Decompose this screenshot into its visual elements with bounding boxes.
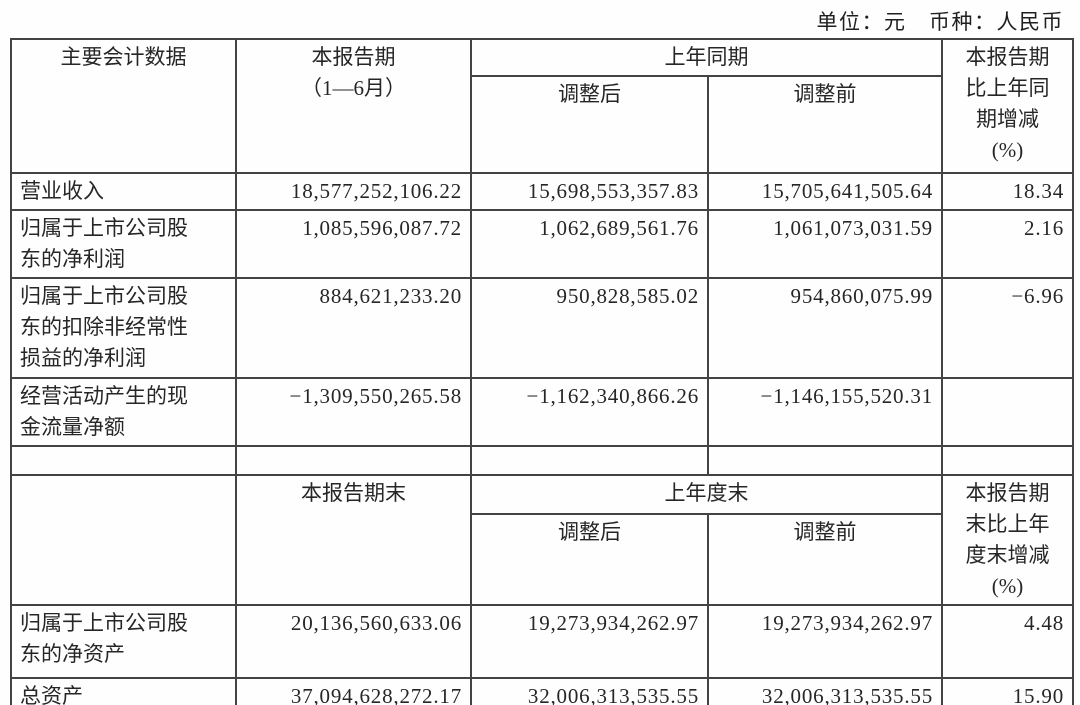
- value-change-percent: 4.48: [941, 604, 1074, 679]
- row-label: 总资产: [10, 677, 237, 705]
- row-label: 经营活动产生的现 金流量净额: [10, 377, 237, 447]
- header-current-period: 本报告期 （1—6月）: [235, 38, 472, 174]
- table-row: 归属于上市公司股 东的净资产 20,136,560,633.06 19,273,…: [10, 604, 1074, 679]
- value-adjusted-after: 950,828,585.02: [470, 277, 709, 379]
- table-row: 营业收入 18,577,252,106.22 15,698,553,357.83…: [10, 172, 1074, 211]
- value-adjusted-before: 954,860,075.99: [707, 277, 943, 379]
- row-label: 营业收入: [10, 172, 237, 211]
- header-adjusted-before: 调整前: [707, 513, 943, 606]
- table-row: 归属于上市公司股 东的扣除非经常性 损益的净利润 884,621,233.20 …: [10, 277, 1074, 379]
- value-current-period: −1,309,550,265.58: [235, 377, 472, 447]
- header-end-of-prior-year: 上年度末: [470, 473, 943, 516]
- header-adjusted-after: 调整后: [470, 513, 709, 606]
- value-current-period: 884,621,233.20: [235, 277, 472, 379]
- value-current-period: 1,085,596,087.72: [235, 209, 472, 279]
- empty-cell: [941, 445, 1074, 476]
- value-current-period-end: 20,136,560,633.06: [235, 604, 472, 679]
- value-change-percent: 15.90: [941, 677, 1074, 705]
- header-blank: [10, 474, 237, 606]
- value-adjusted-after: 1,062,689,561.76: [470, 209, 709, 279]
- header-main-accounting-data: 主要会计数据: [10, 38, 237, 174]
- value-current-period: 18,577,252,106.22: [235, 172, 472, 211]
- empty-cell: [707, 445, 943, 476]
- value-adjusted-after: −1,162,340,866.26: [470, 377, 709, 447]
- header-adjusted-before: 调整前: [707, 75, 943, 174]
- header-prior-year-same-period: 上年同期: [470, 38, 943, 77]
- table-row: 经营活动产生的现 金流量净额 −1,309,550,265.58 −1,162,…: [10, 377, 1074, 447]
- row-label: 归属于上市公司股 东的净利润: [10, 209, 237, 279]
- empty-cell: [10, 445, 237, 476]
- value-adjusted-before: −1,146,155,520.31: [707, 377, 943, 447]
- empty-row: [10, 445, 1074, 476]
- value-adjusted-before: 19,273,934,262.97: [707, 604, 943, 679]
- value-adjusted-after: 32,006,313,535.55: [470, 677, 709, 705]
- row-label: 归属于上市公司股 东的扣除非经常性 损益的净利润: [10, 277, 237, 379]
- empty-cell: [470, 445, 709, 476]
- value-adjusted-after: 15,698,553,357.83: [470, 172, 709, 211]
- row-label: 归属于上市公司股 东的净资产: [10, 604, 237, 679]
- value-change-percent: [941, 377, 1074, 447]
- table-row: 总资产 37,094,628,272.17 32,006,313,535.55 …: [10, 677, 1074, 705]
- header-adjusted-after: 调整后: [470, 75, 709, 174]
- unit-currency-note: 单位：元 币种：人民币: [816, 10, 1064, 34]
- table-row: 归属于上市公司股 东的净利润 1,085,596,087.72 1,062,68…: [10, 209, 1074, 279]
- value-change-percent: −6.96: [941, 277, 1074, 379]
- empty-cell: [235, 445, 472, 476]
- header-change-vs-prior-year-end: 本报告期 末比上年 度末增减 (%): [941, 474, 1074, 606]
- value-change-percent: 2.16: [941, 209, 1074, 279]
- header-end-of-current-period: 本报告期末: [235, 474, 472, 606]
- value-adjusted-after: 19,273,934,262.97: [470, 604, 709, 679]
- value-adjusted-before: 32,006,313,535.55: [707, 677, 943, 705]
- value-change-percent: 18.34: [941, 172, 1074, 211]
- header-change-vs-prior-period: 本报告期 比上年同 期增减 (%): [941, 38, 1074, 174]
- financial-summary-table: 主要会计数据 本报告期 （1—6月） 上年同期 本报告期 比上年同 期增减 (%…: [10, 38, 1074, 705]
- value-current-period-end: 37,094,628,272.17: [235, 677, 472, 705]
- value-adjusted-before: 1,061,073,031.59: [707, 209, 943, 279]
- value-adjusted-before: 15,705,641,505.64: [707, 172, 943, 211]
